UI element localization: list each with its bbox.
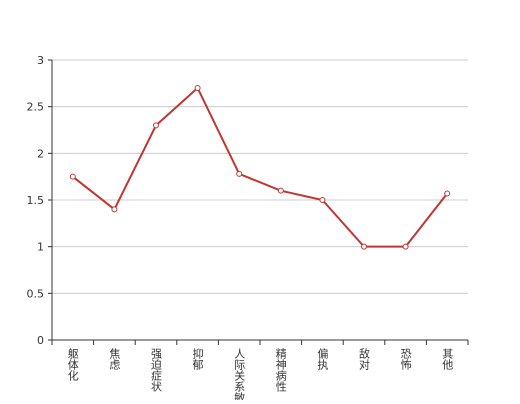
x-tick-label: 恐怖 [399, 348, 412, 370]
point [236, 170, 243, 177]
x-tick-label: 强迫症状 [150, 348, 163, 392]
y-tick-label: 2.5 [27, 101, 45, 114]
point [444, 190, 451, 197]
x-tick-label: 抑郁 [191, 347, 204, 370]
x-tick-label: 人际关系敏感 [233, 348, 246, 400]
y-tick-label: 2 [37, 147, 44, 160]
point [69, 173, 76, 180]
y-tick-label: 0 [37, 334, 44, 347]
x-tick-label: 偏执 [316, 347, 329, 371]
point [277, 187, 284, 194]
x-tick-label: 其他 [441, 348, 454, 370]
point [361, 243, 367, 250]
x-tick-label: 躯体化 [66, 348, 79, 382]
point [194, 85, 201, 91]
y-tick-label: 1 [37, 241, 44, 254]
point [111, 206, 118, 213]
x-tick-label: 焦虑 [108, 348, 121, 370]
y-tick-label: 0.5 [27, 287, 45, 300]
point [153, 122, 159, 129]
y-tick-label: 1.5 [27, 194, 45, 207]
x-tick-label: 精神病性 [274, 348, 287, 393]
y-tick-label: 3 [37, 54, 44, 67]
x-tick-label: 敌对 [358, 347, 371, 370]
point [319, 197, 326, 203]
line [72, 86, 448, 248]
point [402, 243, 409, 250]
